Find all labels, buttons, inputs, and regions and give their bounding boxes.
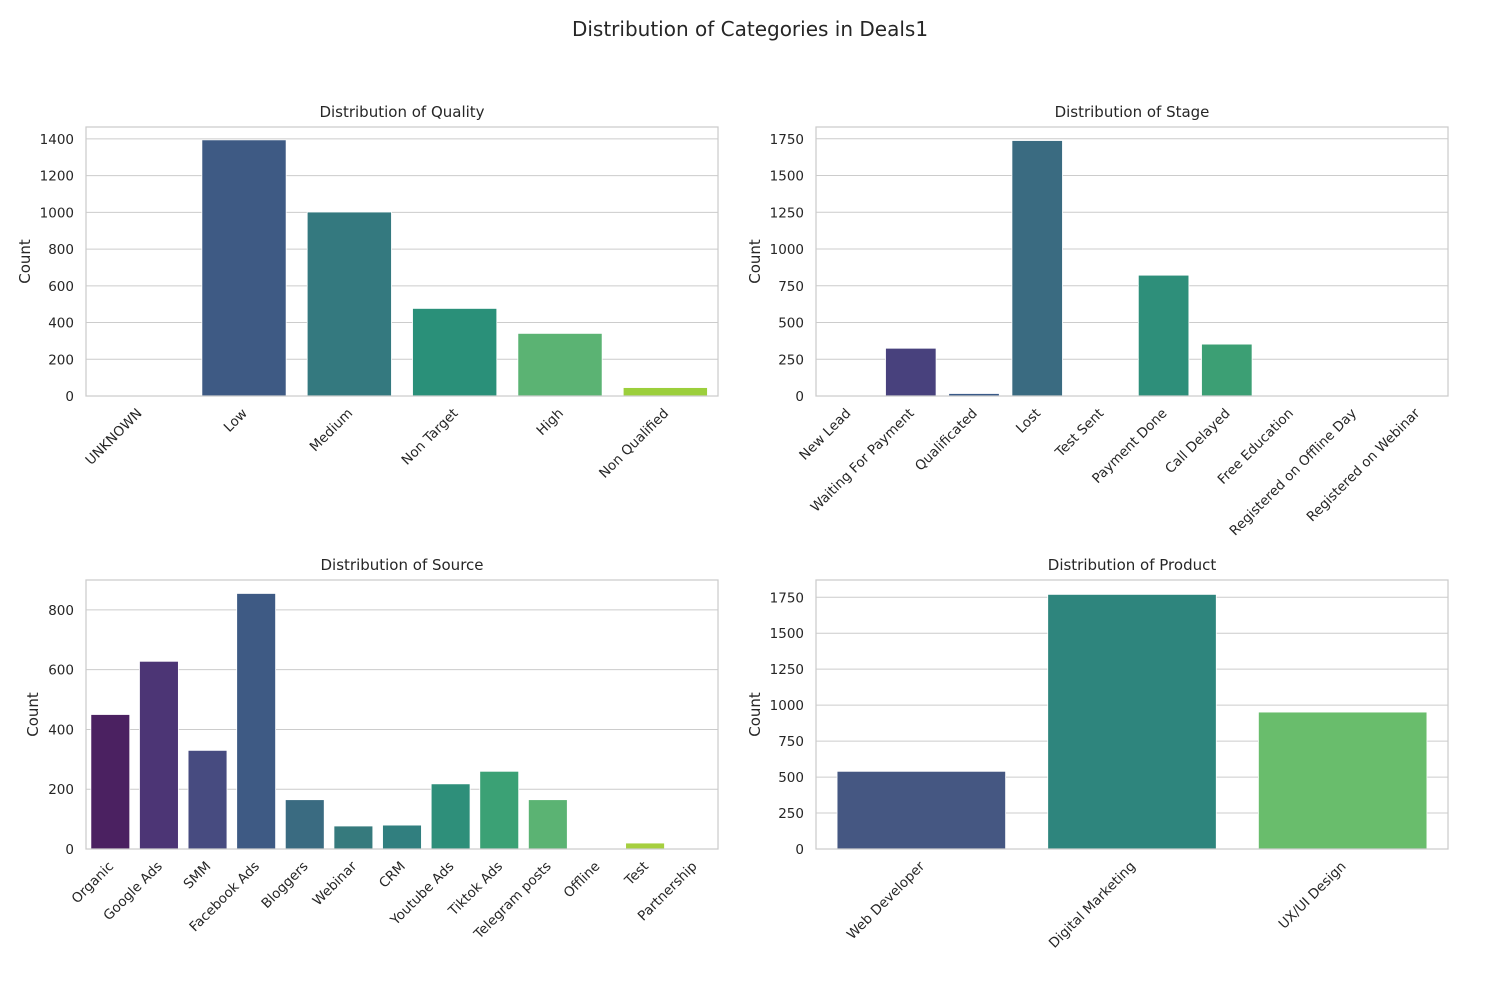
- bar-payment-done: [1137, 274, 1190, 397]
- y-tick-label: 1500: [770, 169, 804, 185]
- x-tick-label-smm: SMM: [181, 859, 215, 893]
- axes-frame: [85, 579, 719, 850]
- bar-webinar: [333, 825, 374, 850]
- x-tick-label-unknown: UNKNOWN: [83, 406, 146, 469]
- bar-test: [625, 842, 665, 850]
- bar-low: [201, 139, 287, 397]
- x-tick-label-medium: Medium: [307, 406, 356, 455]
- y-tick-label: 200: [48, 352, 74, 368]
- y-tick-label: 800: [48, 242, 74, 258]
- y-axis-label: Count: [746, 239, 764, 284]
- bar-call-delayed: [1201, 343, 1253, 397]
- x-tick-label-high: High: [534, 406, 567, 439]
- figure-title: Distribution of Categories in Deals1: [572, 17, 928, 41]
- x-tick-label-registered-on-webinar: Registered on Webinar: [1304, 405, 1424, 525]
- bar-non-target: [412, 308, 498, 397]
- bar-waiting-for-payment: [885, 347, 937, 397]
- x-tick-label-webinar: Webinar: [310, 858, 361, 909]
- y-tick-label: 0: [65, 389, 74, 405]
- x-tick-label-ux-ui-design: UX/UI Design: [1276, 859, 1350, 933]
- bar-web-developer: [836, 770, 1006, 850]
- axes-frame: [815, 579, 1449, 850]
- x-tick-label-qualificated: Qualificated: [912, 406, 981, 475]
- y-tick-label: 600: [48, 663, 74, 679]
- y-tick-label: 500: [778, 770, 804, 786]
- y-tick-label: 1200: [40, 169, 74, 185]
- x-tick-label-new-lead: New Lead: [796, 406, 854, 464]
- bar-lost: [1011, 140, 1063, 397]
- y-tick-label: 0: [65, 842, 74, 858]
- y-tick-label: 800: [48, 603, 74, 619]
- chart-title: Distribution of Stage: [1055, 103, 1210, 121]
- bar-facebook-ads: [236, 593, 276, 850]
- bar-ux-ui-design: [1258, 711, 1428, 850]
- y-tick-label: 1000: [770, 242, 804, 258]
- axes-frame: [815, 126, 1449, 397]
- y-tick-label: 400: [48, 316, 74, 332]
- x-tick-label-web-developer: Web Developer: [844, 858, 929, 943]
- bar-telegram-posts: [528, 799, 568, 850]
- y-tick-label: 1750: [770, 132, 804, 148]
- bar-google-ads: [139, 660, 179, 850]
- chart-panel-distribution-of-product: 0 250 500 750 1000 1250 1500 1750 Web Developer D…: [746, 556, 1449, 952]
- y-tick-label: 1750: [770, 590, 804, 606]
- x-tick-label-bloggers: Bloggers: [258, 859, 311, 912]
- y-tick-label: 750: [778, 279, 804, 295]
- y-tick-label: 0: [795, 842, 804, 858]
- axes-frame: [85, 126, 719, 397]
- x-tick-label-test-sent: Test Sent: [1052, 406, 1108, 462]
- y-tick-label: 400: [48, 722, 74, 738]
- y-tick-label: 250: [778, 352, 804, 368]
- bar-youtube-ads: [430, 783, 471, 850]
- x-tick-label-low: Low: [221, 406, 251, 436]
- x-tick-label-organic: Organic: [69, 859, 117, 907]
- y-tick-label: 1250: [770, 662, 804, 678]
- x-tick-label-call-delayed: Call Delayed: [1162, 406, 1233, 477]
- y-axis-label: Count: [24, 692, 42, 737]
- y-tick-label: 1400: [40, 132, 74, 148]
- y-tick-label: 1250: [770, 205, 804, 221]
- bar-tiktok-ads: [479, 770, 520, 850]
- y-axis-label: Count: [16, 239, 34, 284]
- y-tick-label: 500: [778, 316, 804, 332]
- y-tick-label: 0: [795, 389, 804, 405]
- bar-crm: [382, 824, 422, 850]
- x-tick-label-crm: CRM: [376, 859, 409, 892]
- x-tick-label-offline: Offline: [561, 859, 604, 902]
- x-tick-label-lost: Lost: [1013, 406, 1044, 437]
- bar-high: [517, 332, 603, 397]
- y-tick-label: 1000: [40, 205, 74, 221]
- bar-organic: [90, 714, 131, 850]
- chart-title: Distribution of Quality: [319, 103, 484, 121]
- chart-title: Distribution of Product: [1048, 556, 1217, 574]
- bar-non-qualified: [622, 387, 708, 397]
- chart-panel-distribution-of-stage: 0 250 500 750 1000 1250 1500 1750 New LeadWaitin…: [746, 103, 1449, 540]
- bar-bloggers: [284, 799, 325, 850]
- y-tick-label: 1000: [770, 698, 804, 714]
- y-tick-label: 750: [778, 734, 804, 750]
- x-tick-label-digital-marketing: Digital Marketing: [1046, 859, 1139, 952]
- x-tick-label-test: Test: [621, 859, 652, 890]
- chart-panel-distribution-of-quality: 0 200 400 600 800 1000 1200 1400 UNKNOWN Low Mediu…: [16, 103, 719, 482]
- y-axis-label: Count: [746, 692, 764, 737]
- x-tick-label-registered-on-offline-day: Registered on Offline Day: [1227, 406, 1361, 540]
- bar-smm: [187, 749, 228, 850]
- chart-title: Distribution of Source: [320, 556, 483, 574]
- y-tick-label: 250: [778, 806, 804, 822]
- y-tick-label: 1500: [770, 626, 804, 642]
- x-tick-label-non-qualified: Non Qualified: [596, 406, 672, 482]
- y-tick-label: 600: [48, 279, 74, 295]
- x-tick-label-waiting-for-payment: Waiting For Payment: [808, 406, 918, 516]
- bar-medium: [306, 211, 392, 397]
- x-tick-label-non-target: Non Target: [399, 406, 462, 469]
- y-tick-label: 200: [48, 782, 74, 798]
- bar-digital-marketing: [1047, 593, 1217, 850]
